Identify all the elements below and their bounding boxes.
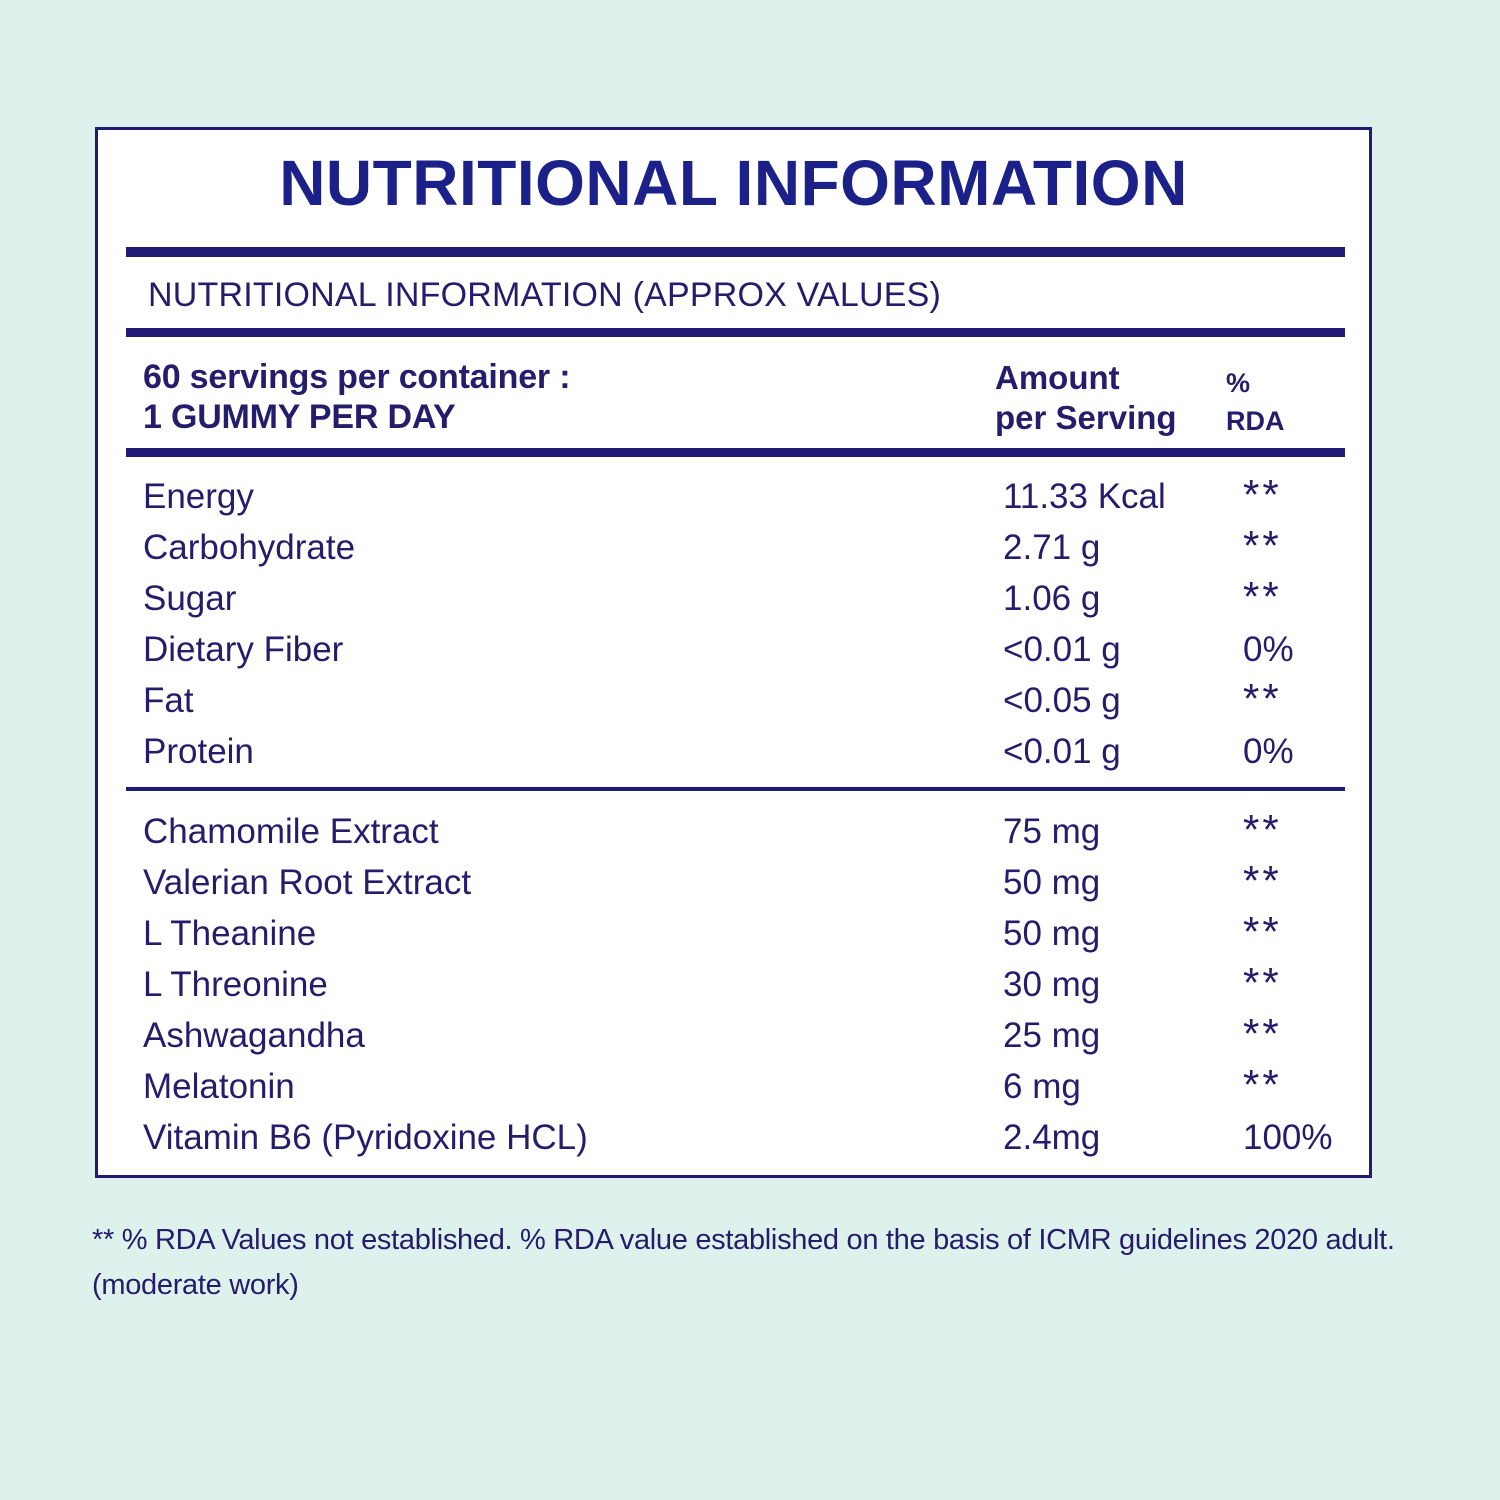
footnote-line2: (moderate work) bbox=[92, 1269, 299, 1301]
amount-header-line1: Amount bbox=[995, 359, 1120, 396]
footnote-line1: ** % RDA Values not established. % RDA v… bbox=[92, 1224, 1395, 1256]
table-row: Vitamin B6 (Pyridoxine HCL) 2.4mg 100% bbox=[98, 1112, 1369, 1163]
nutrient-rda: ** bbox=[1243, 471, 1282, 518]
amount-header-line2: per Serving bbox=[995, 399, 1177, 436]
nutrient-rda: ** bbox=[1243, 573, 1282, 620]
nutrient-amount: <0.01 g bbox=[1003, 732, 1121, 771]
nutrient-label: Dietary Fiber bbox=[143, 630, 344, 669]
nutrient-amount: 1.06 g bbox=[1003, 579, 1101, 618]
nutrient-rda: 100% bbox=[1243, 1118, 1333, 1157]
rda-header-line1: % bbox=[1226, 368, 1251, 398]
nutrient-label: Protein bbox=[143, 732, 254, 771]
nutrient-rda: ** bbox=[1243, 959, 1282, 1006]
table-row: Ashwagandha 25 mg ** bbox=[98, 1010, 1369, 1061]
nutrient-rda: 0% bbox=[1243, 630, 1294, 669]
nutrient-label: L Theanine bbox=[143, 914, 317, 953]
nutrient-amount: 25 mg bbox=[1003, 1016, 1101, 1055]
nutrient-rda: ** bbox=[1243, 522, 1282, 569]
rda-column-header: % RDA bbox=[1226, 364, 1285, 440]
nutrient-rda: ** bbox=[1243, 806, 1282, 853]
table-row: Melatonin 6 mg ** bbox=[98, 1061, 1369, 1112]
table-row: Energy 11.33 Kcal ** bbox=[98, 471, 1369, 522]
actives-section: Chamomile Extract 75 mg ** Valerian Root Ex… bbox=[98, 806, 1369, 1163]
nutrient-label: Valerian Root Extract bbox=[143, 863, 472, 902]
footnote: ** % RDA Values not established. % RDA v… bbox=[92, 1218, 1395, 1308]
nutrient-amount: 6 mg bbox=[1003, 1067, 1081, 1106]
nutrient-amount: 50 mg bbox=[1003, 914, 1101, 953]
table-row: Fat <0.05 g ** bbox=[98, 675, 1369, 726]
nutrient-label: Vitamin B6 (Pyridoxine HCL) bbox=[143, 1118, 588, 1157]
nutrient-rda: ** bbox=[1243, 908, 1282, 955]
nutrient-label: Carbohydrate bbox=[143, 528, 356, 567]
divider-bar-header bbox=[126, 448, 1345, 457]
nutrient-label: L Threonine bbox=[143, 965, 328, 1004]
table-row: Dietary Fiber <0.01 g 0% bbox=[98, 624, 1369, 675]
nutrient-rda: ** bbox=[1243, 1061, 1282, 1108]
nutrient-amount: 75 mg bbox=[1003, 812, 1101, 851]
nutrient-rda: ** bbox=[1243, 1010, 1282, 1057]
nutrient-label: Fat bbox=[143, 681, 194, 720]
table-row: L Threonine 30 mg ** bbox=[98, 959, 1369, 1010]
nutrient-label: Chamomile Extract bbox=[143, 812, 439, 851]
rda-header-line2: RDA bbox=[1226, 406, 1285, 436]
table-row: Carbohydrate 2.71 g ** bbox=[98, 522, 1369, 573]
approx-values-subtitle: NUTRITIONAL INFORMATION (APPROX VALUES) bbox=[148, 276, 942, 314]
nutrient-label: Ashwagandha bbox=[143, 1016, 365, 1055]
divider-line-sections bbox=[126, 787, 1345, 791]
nutrient-amount: <0.01 g bbox=[1003, 630, 1121, 669]
servings-header: 60 servings per container : 1 GUMMY PER … bbox=[143, 357, 571, 437]
nutrition-panel: NUTRITIONAL INFORMATION NUTRITIONAL INFO… bbox=[95, 127, 1372, 1178]
table-row: Valerian Root Extract 50 mg ** bbox=[98, 857, 1369, 908]
nutrient-amount: 2.71 g bbox=[1003, 528, 1101, 567]
nutrient-label: Melatonin bbox=[143, 1067, 295, 1106]
table-row: Sugar 1.06 g ** bbox=[98, 573, 1369, 624]
nutrient-amount: 11.33 Kcal bbox=[1003, 477, 1166, 516]
serving-size-text: 1 GUMMY PER DAY bbox=[143, 398, 456, 436]
divider-bar-subtitle bbox=[126, 328, 1345, 337]
nutrient-amount: <0.05 g bbox=[1003, 681, 1121, 720]
nutrient-amount: 30 mg bbox=[1003, 965, 1101, 1004]
amount-column-header: Amount per Serving bbox=[995, 358, 1177, 438]
nutrient-rda: ** bbox=[1243, 675, 1282, 722]
nutrients-section: Energy 11.33 Kcal ** Carbohydrate 2.71 g ** Su… bbox=[98, 471, 1369, 777]
servings-per-container-text: 60 servings per container : bbox=[143, 358, 571, 396]
table-row: Chamomile Extract 75 mg ** bbox=[98, 806, 1369, 857]
nutrient-label: Sugar bbox=[143, 579, 237, 618]
divider-bar-top bbox=[126, 247, 1345, 257]
nutrient-label: Energy bbox=[143, 477, 254, 516]
nutrient-amount: 2.4mg bbox=[1003, 1118, 1101, 1157]
nutrient-rda: 0% bbox=[1243, 732, 1294, 771]
table-row: L Theanine 50 mg ** bbox=[98, 908, 1369, 959]
nutrient-amount: 50 mg bbox=[1003, 863, 1101, 902]
nutrient-rda: ** bbox=[1243, 857, 1282, 904]
table-row: Protein <0.01 g 0% bbox=[98, 726, 1369, 777]
page-title: NUTRITIONAL INFORMATION bbox=[279, 147, 1188, 219]
